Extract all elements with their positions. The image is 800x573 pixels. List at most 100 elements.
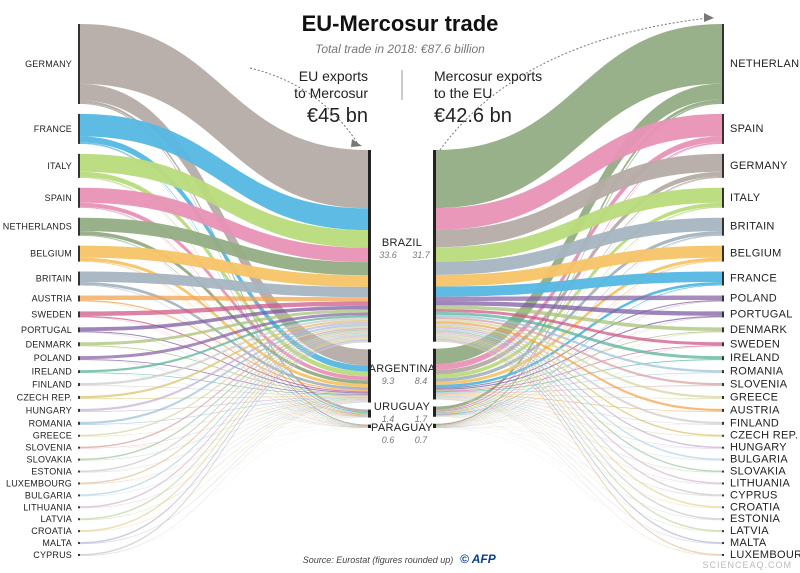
- flow-eu-ireland-argentina: [80, 372, 368, 396]
- flow-eu-luxembourg-brazil: [80, 332, 368, 484]
- flow-eu-hungary-argentina: [80, 396, 368, 412]
- value-paraguay-exports: 0.7: [415, 435, 429, 445]
- bar-uruguay-imports: [368, 409, 371, 418]
- label-eu-import-poland: POLAND: [730, 292, 777, 304]
- flow-eu-romania-brazil: [80, 324, 368, 425]
- right-arrow-guide: [439, 17, 709, 151]
- flow-merc-portugal-brazil: [436, 301, 722, 316]
- label-eu-export-greece: GREECE: [33, 431, 72, 441]
- bar-eu-import-france: [722, 271, 724, 286]
- flow-merc-ireland-argentina: [436, 359, 722, 393]
- value-brazil-imports: 33.6: [379, 250, 397, 260]
- bar-eu-export-cyprus: [78, 554, 80, 556]
- bar-eu-export-finland: [78, 383, 80, 387]
- label-eu-export-luxembourg: LUXEMBOURG: [6, 478, 72, 488]
- left-heading-line2: to Mercosur: [294, 85, 368, 101]
- label-eu-export-poland: POLAND: [34, 353, 73, 363]
- flow-eu-sweden-paraguay: [80, 317, 368, 428]
- label-eu-import-estonia: ESTONIA: [730, 513, 781, 525]
- label-eu-import-denmark: DENMARK: [730, 324, 787, 336]
- bar-eu-import-malta: [722, 542, 724, 545]
- flow-eu-germany-brazil: [80, 24, 368, 209]
- flow-merc-austria-brazil: [436, 321, 722, 412]
- flow-eu-italy-uruguay: [80, 176, 368, 414]
- label-eu-import-greece: GREECE: [730, 391, 778, 403]
- flow-eu-croatia-paraguay: [80, 427, 368, 533]
- flow-merc-latvia-paraguay: [436, 427, 722, 533]
- node-bars: [78, 24, 724, 556]
- flow-eu-lithuania-paraguay: [80, 427, 368, 509]
- bar-eu-import-finland: [722, 421, 724, 425]
- flow-merc-greece-paraguay: [436, 398, 722, 428]
- flow-merc-greece-brazil: [436, 319, 722, 399]
- value-argentina-exports: 8.4: [415, 376, 428, 386]
- flow-eu-netherlands-uruguay: [80, 234, 368, 415]
- bar-eu-import-poland: [722, 295, 724, 302]
- flow-merc-czech-rep-brazil: [436, 325, 722, 437]
- bar-eu-export-denmark: [78, 342, 80, 347]
- flow-eu-austria-argentina: [80, 299, 368, 392]
- right-heading-line1: Mercosur exports: [434, 68, 542, 84]
- flow-eu-lithuania-brazil: [80, 335, 368, 508]
- bar-eu-export-ireland: [78, 370, 80, 374]
- label-eu-export-latvia: LATVIA: [40, 514, 72, 524]
- bar-eu-import-latvia: [722, 530, 724, 533]
- label-eu-import-netherlands: NETHERLANDS: [730, 58, 800, 70]
- label-eu-export-sweden: SWEDEN: [31, 309, 72, 319]
- label-eu-export-bulgaria: BULGARIA: [25, 490, 72, 500]
- flow-eu-sweden-brazil: [80, 301, 368, 316]
- flow-eu-belgium-argentina: [80, 257, 368, 388]
- right-heading-line2: to the EU: [434, 85, 492, 101]
- flow-merc-hungary-uruguay: [436, 415, 722, 449]
- flow-eu-france-brazil: [80, 113, 368, 231]
- flow-eu-croatia-brazil: [80, 337, 368, 532]
- label-brazil: BRAZIL: [382, 237, 422, 249]
- flow-merc-czech-rep-paraguay: [436, 427, 722, 437]
- bar-eu-import-ireland: [722, 356, 724, 361]
- bar-eu-export-poland: [78, 356, 80, 361]
- flow-merc-malta-brazil: [436, 338, 722, 544]
- flow-merc-estonia-brazil: [436, 335, 722, 520]
- bar-eu-export-portugal: [78, 327, 80, 333]
- flow-merc-austria-paraguay: [436, 411, 722, 428]
- flow-merc-slovenia-paraguay: [436, 385, 722, 428]
- label-eu-export-croatia: CROATIA: [31, 526, 72, 536]
- flow-merc-france-paraguay: [436, 285, 722, 428]
- flow-eu-malta-brazil: [80, 339, 368, 544]
- bar-eu-import-netherlands: [722, 24, 724, 104]
- flow-merc-sweden-argentina: [436, 345, 722, 392]
- label-eu-export-finland: FINLAND: [32, 380, 72, 390]
- chart-subtitle: Total trade in 2018: €87.6 billion: [315, 42, 485, 56]
- label-uruguay: URUGUAY: [374, 401, 431, 413]
- label-eu-export-slovakia: SLOVAKIA: [27, 455, 72, 465]
- bar-eu-import-cyprus: [722, 494, 724, 497]
- flow-eu-romania-paraguay: [80, 424, 368, 428]
- flow-eu-latvia-argentina: [80, 400, 368, 521]
- bar-eu-export-greece: [78, 434, 80, 437]
- flow-merc-lithuania-brazil: [436, 331, 722, 484]
- flow-merc-france-brazil: [436, 271, 722, 297]
- bar-eu-import-romania: [722, 370, 724, 374]
- flow-eu-slovakia-uruguay: [80, 417, 368, 461]
- bar-eu-export-germany: [78, 24, 80, 104]
- bar-paraguay-imports: [368, 424, 371, 428]
- flow-eu-poland-paraguay: [80, 360, 368, 428]
- flow-merc-croatia-argentina: [436, 397, 722, 509]
- bar-eu-import-germany: [722, 153, 724, 178]
- label-eu-export-netherlands: NETHERLANDS: [3, 222, 72, 232]
- flow-eu-greece-brazil: [80, 326, 368, 437]
- flow-merc-finland-uruguay: [436, 415, 722, 425]
- flow-eu-slovenia-uruguay: [80, 416, 368, 449]
- flow-eu-czech-rep-paraguay: [80, 398, 368, 428]
- flow-eu-hungary-paraguay: [80, 411, 368, 428]
- flow-eu-finland-argentina: [80, 385, 368, 397]
- bar-eu-export-bulgaria: [78, 494, 80, 497]
- flow-merc-finland-argentina: [436, 394, 722, 425]
- label-eu-export-portugal: PORTUGAL: [21, 325, 72, 335]
- flow-eu-malta-uruguay: [80, 417, 368, 545]
- flow-eu-netherlands-brazil: [80, 217, 368, 276]
- flow-merc-romania-argentina: [436, 372, 722, 393]
- bar-eu-export-sweden: [78, 311, 80, 318]
- bar-eu-import-lithuania: [722, 482, 724, 485]
